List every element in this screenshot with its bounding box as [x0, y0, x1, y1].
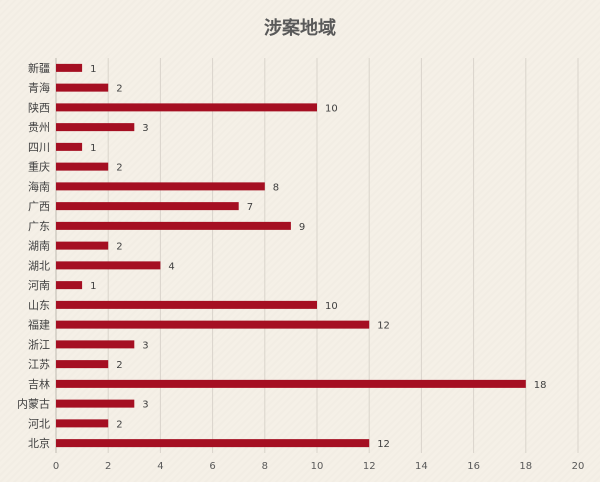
- bar-13: [56, 320, 370, 329]
- category-label-19: 北京: [28, 436, 50, 450]
- value-label-7: 7: [247, 202, 253, 213]
- value-label-15: 2: [116, 360, 122, 371]
- category-label-17: 内蒙古: [17, 397, 50, 411]
- x-tick-label-10: 20: [572, 461, 585, 472]
- category-label-6: 海南: [28, 179, 50, 193]
- value-label-10: 4: [168, 261, 174, 272]
- x-tick-label-5: 10: [311, 461, 324, 472]
- bar-4: [56, 142, 83, 151]
- value-label-6: 8: [273, 182, 279, 193]
- value-label-0: 1: [90, 64, 96, 75]
- x-tick-label-9: 18: [519, 461, 532, 472]
- bar-18: [56, 419, 109, 428]
- bar-0: [56, 63, 83, 72]
- bar-14: [56, 340, 135, 349]
- bar-7: [56, 202, 239, 211]
- category-label-13: 福建: [28, 318, 50, 332]
- value-label-16: 18: [534, 380, 547, 391]
- bar-2: [56, 103, 317, 112]
- bar-5: [56, 162, 109, 171]
- x-tick-label-0: 0: [53, 461, 59, 472]
- category-label-18: 河北: [28, 417, 50, 430]
- value-label-12: 10: [325, 301, 338, 312]
- bar-8: [56, 221, 291, 230]
- category-label-5: 重庆: [28, 160, 50, 174]
- bar-19: [56, 439, 370, 448]
- category-label-15: 江苏: [28, 358, 50, 371]
- category-label-1: 青海: [28, 81, 50, 95]
- value-label-8: 9: [299, 222, 305, 233]
- value-label-19: 12: [377, 439, 390, 450]
- bar-6: [56, 182, 265, 191]
- value-label-5: 2: [116, 163, 122, 174]
- value-label-14: 3: [142, 340, 148, 351]
- bar-9: [56, 241, 109, 250]
- chart-title: 涉案地域: [264, 18, 336, 39]
- category-label-4: 四川: [28, 141, 50, 154]
- bar-10: [56, 261, 161, 270]
- bar-15: [56, 360, 109, 369]
- category-label-0: 新疆: [28, 61, 50, 75]
- bar-11: [56, 281, 83, 290]
- category-label-3: 贵州: [28, 121, 50, 134]
- x-tick-label-8: 16: [467, 461, 480, 472]
- bar-3: [56, 123, 135, 132]
- bar-1: [56, 83, 109, 92]
- category-label-12: 山东: [28, 299, 50, 312]
- value-label-18: 2: [116, 419, 122, 430]
- category-label-2: 陕西: [28, 100, 50, 114]
- category-label-8: 广东: [28, 220, 50, 233]
- category-label-9: 湖南: [28, 240, 50, 253]
- x-tick-label-7: 14: [415, 461, 428, 472]
- x-tick-label-3: 6: [209, 461, 215, 472]
- value-label-4: 1: [90, 143, 96, 154]
- value-label-13: 12: [377, 321, 390, 332]
- bar-16: [56, 379, 526, 388]
- value-label-11: 1: [90, 281, 96, 292]
- value-label-9: 2: [116, 242, 122, 253]
- category-label-16: 吉林: [28, 377, 50, 391]
- category-label-14: 浙江: [28, 338, 50, 351]
- bar-17: [56, 399, 135, 408]
- x-tick-label-1: 2: [105, 461, 111, 472]
- category-label-7: 广西: [28, 200, 50, 213]
- value-label-3: 3: [142, 123, 148, 134]
- value-label-17: 3: [142, 400, 148, 411]
- x-tick-label-6: 12: [363, 461, 376, 472]
- x-tick-label-2: 4: [157, 461, 163, 472]
- category-label-10: 湖北: [28, 259, 50, 272]
- bar-12: [56, 300, 317, 309]
- value-label-2: 10: [325, 103, 338, 114]
- x-tick-label-4: 8: [262, 461, 268, 472]
- category-label-11: 河南: [28, 279, 50, 292]
- value-label-1: 2: [116, 84, 122, 95]
